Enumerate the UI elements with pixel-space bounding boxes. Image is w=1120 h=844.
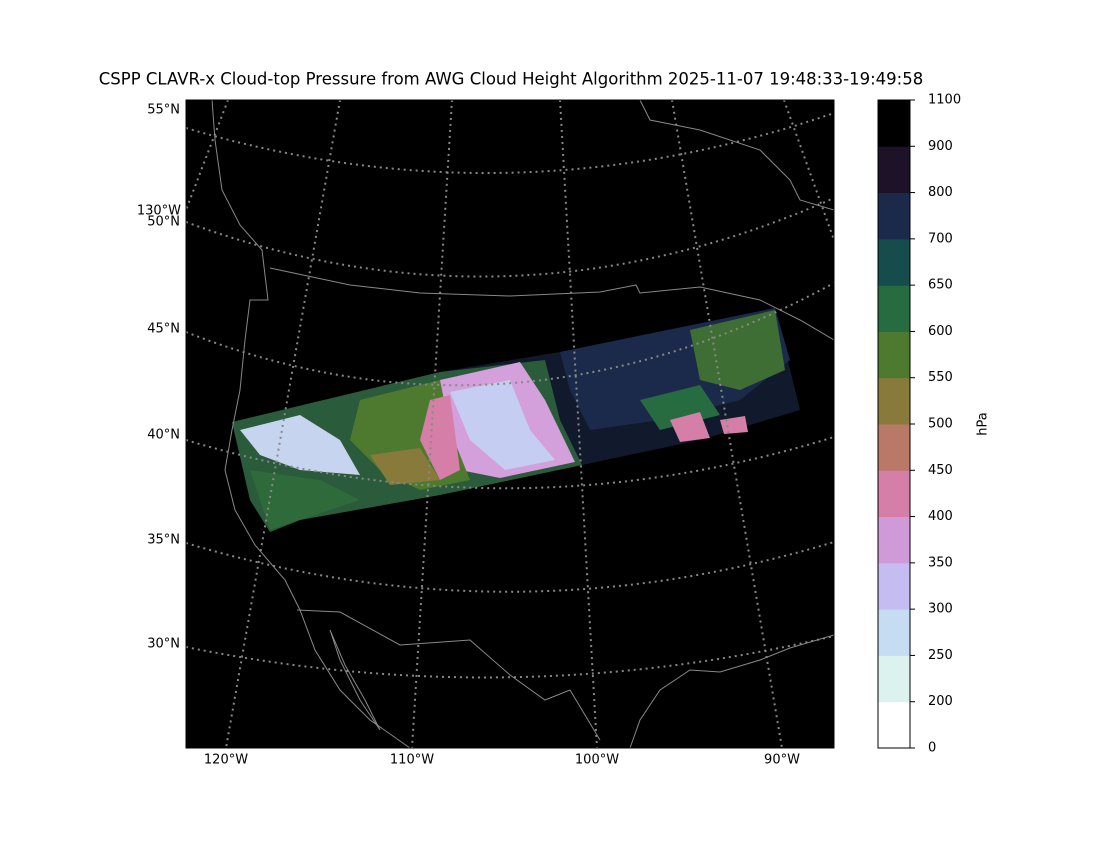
coastlines xyxy=(211,100,834,748)
colorbar-tick-label: 800 xyxy=(928,185,953,200)
colorbar-tick-label: 900 xyxy=(928,139,953,154)
cloud-swath xyxy=(232,308,800,532)
colorbar-tick-label: 700 xyxy=(928,231,953,246)
lon-label: 120°W xyxy=(204,753,248,768)
lat-label: 55°N xyxy=(147,103,180,118)
map-frame xyxy=(185,99,835,749)
lat-label: 35°N xyxy=(147,533,180,548)
graticule xyxy=(186,100,834,748)
colorbar-tick-label: 1100 xyxy=(928,93,961,108)
colorbar-tick-label: 0 xyxy=(928,741,936,756)
lon-label: 110°W xyxy=(390,753,434,768)
lat-label: 50°N xyxy=(147,215,180,230)
lon-label: 130°W xyxy=(137,204,181,219)
lat-label: 40°N xyxy=(147,428,180,443)
colorbar-band xyxy=(878,192,910,240)
colorbar-band xyxy=(878,470,910,518)
colorbar-tick-label: 300 xyxy=(928,602,953,617)
colorbar-band xyxy=(878,146,910,194)
title: CSPP CLAVR-x Cloud-top Pressure from AWG… xyxy=(99,70,923,89)
lon-label: 90°W xyxy=(764,753,800,768)
colorbar-tick-label: 400 xyxy=(928,509,953,524)
colorbar-tick-label: 650 xyxy=(928,278,953,293)
colorbar-band xyxy=(878,655,910,703)
lat-label: 45°N xyxy=(147,322,180,337)
colorbar-band xyxy=(878,562,910,610)
colorbar-band xyxy=(878,609,910,656)
colorbar-tick-label: 500 xyxy=(928,417,953,432)
map xyxy=(185,99,835,749)
colorbar-tick-label: 450 xyxy=(928,463,953,478)
colorbar-band xyxy=(878,285,910,332)
colorbar-band xyxy=(878,516,910,564)
colorbar-tick-label: 250 xyxy=(928,648,953,663)
lon-label: 100°W xyxy=(575,753,619,768)
colorbar-band xyxy=(878,331,910,379)
colorbar-label: hPa xyxy=(976,412,991,435)
colorbar-tick-label: 600 xyxy=(928,324,953,339)
colorbar-band xyxy=(878,377,910,425)
lat-label: 30°N xyxy=(147,637,180,652)
colorbar-band xyxy=(878,238,910,286)
colorbar-tick-label: 350 xyxy=(928,555,953,570)
colorbar-tick-label: 550 xyxy=(928,370,953,385)
colorbar-band xyxy=(878,100,910,147)
map-content xyxy=(186,100,834,748)
colorbar-band xyxy=(878,701,910,749)
colorbar-band xyxy=(878,424,910,471)
colorbar-tick-label: 200 xyxy=(928,694,953,709)
